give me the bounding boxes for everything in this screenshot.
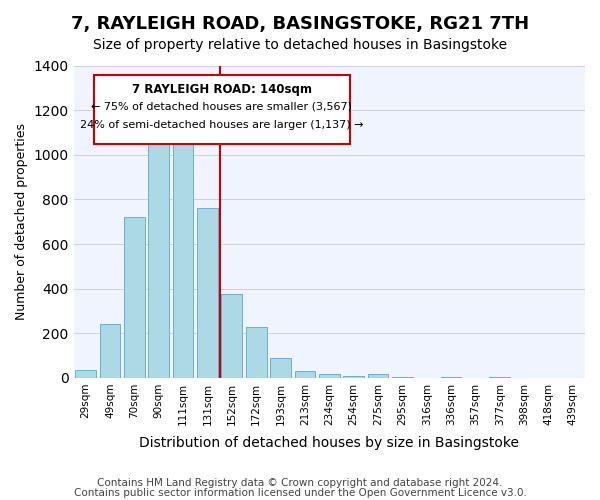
Y-axis label: Number of detached properties: Number of detached properties: [15, 123, 28, 320]
Bar: [270, 358, 291, 378]
Bar: [173, 129, 193, 378]
X-axis label: Distribution of detached houses by size in Basingstoke: Distribution of detached houses by size …: [139, 436, 519, 450]
Bar: [368, 374, 388, 378]
Text: 24% of semi-detached houses are larger (1,137) →: 24% of semi-detached houses are larger (…: [80, 120, 364, 130]
Bar: [148, 132, 169, 378]
Bar: [246, 326, 266, 378]
Text: ← 75% of detached houses are smaller (3,567): ← 75% of detached houses are smaller (3,…: [91, 102, 352, 112]
Text: 7 RAYLEIGH ROAD: 140sqm: 7 RAYLEIGH ROAD: 140sqm: [132, 82, 312, 96]
Bar: [343, 376, 364, 378]
Bar: [124, 217, 145, 378]
FancyBboxPatch shape: [94, 75, 350, 144]
Bar: [100, 324, 121, 378]
Bar: [490, 377, 510, 378]
Bar: [392, 377, 413, 378]
Bar: [295, 371, 315, 378]
Bar: [197, 208, 218, 378]
Bar: [440, 377, 461, 378]
Text: Contains HM Land Registry data © Crown copyright and database right 2024.: Contains HM Land Registry data © Crown c…: [97, 478, 503, 488]
Bar: [221, 294, 242, 378]
Text: Size of property relative to detached houses in Basingstoke: Size of property relative to detached ho…: [93, 38, 507, 52]
Bar: [319, 374, 340, 378]
Text: Contains public sector information licensed under the Open Government Licence v3: Contains public sector information licen…: [74, 488, 526, 498]
Text: 7, RAYLEIGH ROAD, BASINGSTOKE, RG21 7TH: 7, RAYLEIGH ROAD, BASINGSTOKE, RG21 7TH: [71, 15, 529, 33]
Bar: [76, 370, 96, 378]
